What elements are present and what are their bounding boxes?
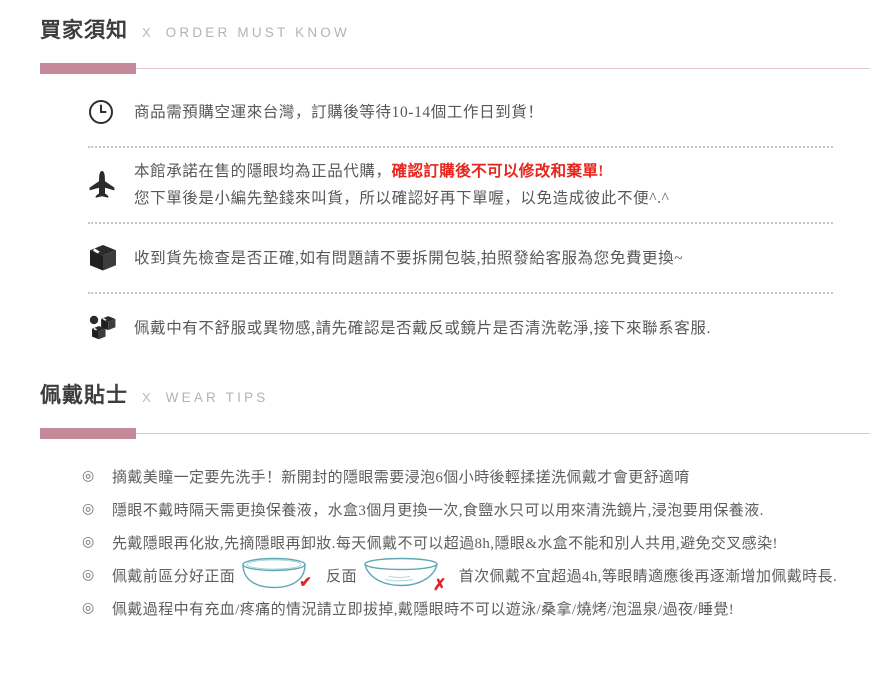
section-rule-thick (40, 63, 136, 74)
section-title-en: WEAR TIPS (165, 390, 269, 405)
double-circle-bullet-icon: ◎ (82, 567, 95, 583)
double-circle-bullet-icon: ◎ (82, 534, 95, 550)
wrong-cross-mark: ✗ (432, 576, 447, 594)
notice-line: 本館承諾在售的隱眼均為正品代購，確認訂購後不可以修改和棄單! (134, 158, 848, 185)
list-item: ◎ 佩戴前區分好正面 ✔ 反面 (82, 556, 862, 595)
section-rule (40, 63, 870, 75)
divider (88, 146, 833, 148)
notice-text: 收到貨先檢查是否正確,如有問題請不要拆開包裝,拍照發給客服為您免費更換~ (134, 245, 848, 272)
notice-row: 收到貨先檢查是否正確,如有問題請不要拆開包裝,拍照發給客服為您免費更換~ (88, 234, 848, 282)
tip-text: 佩戴過程中有充血/疼痛的情況請立即拔掉,戴隱眼時不可以遊泳/桑拿/燒烤/泡溫泉/… (112, 602, 735, 618)
section-title-separator: X (142, 390, 152, 405)
notice-row: 本館承諾在售的隱眼均為正品代購，確認訂購後不可以修改和棄單! 您下單後是小編先墊… (88, 158, 848, 212)
list-item: ◎ 先戴隱眼再化妝,先摘隱眼再卸妝.每天佩戴不可以超過8h,隱眼&水盒不能和別人… (82, 526, 862, 559)
notice-text: 本館承諾在售的隱眼均為正品代購，確認訂購後不可以修改和棄單! 您下單後是小編先墊… (134, 158, 848, 212)
notice-text: 商品需預購空運來台灣，訂購後等待10-14個工作日到貨！ (134, 99, 848, 126)
tip-text: 先戴隱眼再化妝,先摘隱眼再卸妝.每天佩戴不可以超過8h,隱眼&水盒不能和別人共用… (112, 536, 778, 552)
section-title-separator: X (142, 25, 152, 40)
notice-row: 佩戴中有不舒服或異物感,請先確認是否戴反或鏡片是否清洗乾淨,接下來聯系客服. (88, 304, 848, 352)
tip-label-reverse-side: 反面 (326, 569, 357, 585)
section-title-en: ORDER MUST KNOW (165, 25, 350, 40)
section-rule-thin (136, 433, 870, 434)
notice-list: 商品需預購空運來台灣，訂購後等待10-14個工作日到貨！ 本館承諾在售的隱眼均為… (88, 88, 848, 352)
tip-text-before: 佩戴前區分好正面 (112, 569, 236, 585)
section-title-group: 買家須知 X ORDER MUST KNOW (40, 20, 870, 54)
section-header-order-must-know: 買家須知 X ORDER MUST KNOW (40, 20, 870, 75)
section-title-cn: 買家須知 (40, 18, 128, 42)
section-title-group: 佩戴貼士 X WEAR TIPS (40, 385, 870, 419)
lens-correct-side-illustration (236, 556, 312, 595)
tip-text: 佩戴前區分好正面 ✔ 反面 (112, 556, 837, 595)
list-item: ◎ 佩戴過程中有充血/疼痛的情況請立即拔掉,戴隱眼時不可以遊泳/桑拿/燒烤/泡溫… (82, 592, 862, 625)
tip-text-after: 首次佩戴不宜超過4h,等眼睛適應後再逐漸增加佩戴時長. (458, 569, 838, 585)
section-rule (40, 428, 870, 440)
divider (88, 292, 833, 294)
list-item: ◎ 隱眼不戴時隔天需更換保養液，水盒3個月更換一次,食鹽水只可以用來清洗鏡片,浸… (82, 493, 862, 526)
list-item: ◎ 摘戴美瞳一定要先洗手！新開封的隱眼需要浸泡6個小時後輕揉搓洗佩戴才會更舒適唷 (82, 460, 862, 493)
section-header-wear-tips: 佩戴貼士 X WEAR TIPS (40, 385, 870, 440)
section-title-cn: 佩戴貼士 (40, 383, 128, 407)
notice-line: 佩戴中有不舒服或異物感,請先確認是否戴反或鏡片是否清洗乾淨,接下來聯系客服. (134, 319, 711, 337)
lens-wrong-side-illustration (358, 556, 444, 595)
airplane-icon (88, 170, 134, 200)
notice-line: 商品需預購空運來台灣，訂購後等待10-14個工作日到貨！ (134, 103, 544, 121)
clock-icon (88, 99, 134, 125)
correct-check-mark: ✔ (299, 575, 313, 591)
tip-text: 摘戴美瞳一定要先洗手！新開封的隱眼需要浸泡6個小時後輕揉搓洗佩戴才會更舒適唷 (112, 470, 690, 486)
notice-emphasis-red: 確認訂購後不可以修改和棄單! (391, 163, 604, 180)
section-rule-thick (40, 428, 136, 439)
wear-tips-list: ◎ 摘戴美瞳一定要先洗手！新開封的隱眼需要浸泡6個小時後輕揉搓洗佩戴才會更舒適唷… (82, 460, 862, 625)
notice-row: 商品需預購空運來台灣，訂購後等待10-14個工作日到貨！ (88, 88, 848, 136)
two-boxes-icon (88, 314, 134, 342)
package-box-icon (88, 243, 134, 273)
notice-text: 佩戴中有不舒服或異物感,請先確認是否戴反或鏡片是否清洗乾淨,接下來聯系客服. (134, 315, 848, 342)
notice-line-text: 本館承諾在售的隱眼均為正品代購， (134, 163, 392, 180)
double-circle-bullet-icon: ◎ (82, 468, 95, 484)
double-circle-bullet-icon: ◎ (82, 600, 95, 616)
notice-line: 收到貨先檢查是否正確,如有問題請不要拆開包裝,拍照發給客服為您免費更換~ (134, 249, 684, 267)
tip-text: 隱眼不戴時隔天需更換保養液，水盒3個月更換一次,食鹽水只可以用來清洗鏡片,浸泡要… (112, 503, 764, 519)
double-circle-bullet-icon: ◎ (82, 501, 95, 517)
divider (88, 222, 833, 224)
notice-line: 您下單後是小編先墊錢來叫貨，所以確認好再下單喔，以免造成彼此不便^.^ (134, 190, 670, 207)
section-rule-thin (136, 68, 870, 69)
